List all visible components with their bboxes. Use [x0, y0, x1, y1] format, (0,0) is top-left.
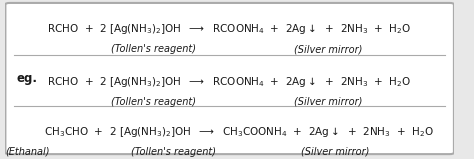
Text: (Silver mirror): (Silver mirror)	[301, 147, 369, 157]
Text: eg.: eg.	[17, 72, 37, 85]
Text: RCHO  +  2 [Ag(NH$_3$)$_2$]OH  $\longrightarrow$  RCOONH$_4$  +  2Ag$\downarrow$: RCHO + 2 [Ag(NH$_3$)$_2$]OH $\longrighta…	[47, 75, 412, 89]
Text: (Silver mirror): (Silver mirror)	[294, 97, 363, 107]
Text: (Silver mirror): (Silver mirror)	[294, 44, 363, 54]
Text: (Ethanal): (Ethanal)	[6, 147, 50, 157]
Text: RCHO  +  2 [Ag(NH$_3$)$_2$]OH  $\longrightarrow$  RCOONH$_4$  +  2Ag$\downarrow$: RCHO + 2 [Ag(NH$_3$)$_2$]OH $\longrighta…	[47, 22, 412, 36]
Text: CH$_3$CHO  +  2 [Ag(NH$_3$)$_2$]OH  $\longrightarrow$  CH$_3$COONH$_4$  +  2Ag$\: CH$_3$CHO + 2 [Ag(NH$_3$)$_2$]OH $\longr…	[44, 125, 434, 139]
FancyBboxPatch shape	[5, 3, 454, 154]
Text: (Tollen's reagent): (Tollen's reagent)	[111, 97, 196, 107]
Text: (Tollen's reagent): (Tollen's reagent)	[111, 44, 196, 54]
Text: (Tollen's reagent): (Tollen's reagent)	[131, 147, 216, 157]
